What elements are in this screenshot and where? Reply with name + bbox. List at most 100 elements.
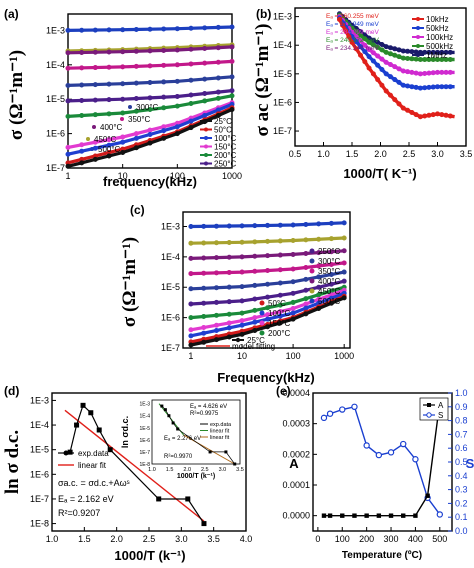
y-tick-label: 1E-4 — [46, 60, 65, 70]
data-point — [370, 58, 376, 64]
data-point — [174, 47, 180, 53]
y-tick-label: 1E-3 — [30, 395, 49, 405]
data-point — [65, 151, 71, 157]
data-point — [316, 284, 322, 290]
data-point — [434, 111, 440, 117]
inset-y-tick-label: 1E-6 — [139, 438, 150, 444]
data-point — [106, 64, 112, 70]
data-point — [358, 32, 364, 38]
data-point — [316, 263, 322, 269]
plot-frame — [182, 211, 351, 349]
legend-label: 25°C — [214, 117, 232, 126]
data-point — [252, 319, 258, 325]
data-point — [375, 53, 381, 59]
panel-b: (b) 0.5 1.0 1.5 2.0 2.5 3.0 3.5 1E-7 1E-6 1E-5 1E-4… — [252, 7, 472, 181]
data-point-S — [412, 456, 419, 463]
data-point — [366, 54, 372, 60]
data-point — [430, 70, 436, 76]
data-point — [409, 84, 415, 90]
data-point — [133, 131, 139, 137]
panel-a: 1 10 100 1000 1E-7 1E-6 1E-5 1E-4 1E-3 (a) frequen… — [4, 7, 242, 189]
data-point — [188, 286, 194, 292]
data-point — [413, 70, 419, 76]
data-point — [106, 81, 112, 87]
data-point — [379, 47, 385, 53]
legend-label: 200°C — [214, 151, 237, 160]
data-point — [92, 112, 98, 118]
y-tick-label: 1E-4 — [273, 40, 292, 50]
series-line-S — [323, 405, 441, 515]
data-point — [215, 89, 221, 95]
data-point — [229, 88, 235, 94]
inset-r1: R²=0.9975 — [190, 411, 219, 417]
data-point — [358, 44, 364, 50]
data-point — [252, 223, 258, 229]
data-point — [185, 496, 191, 502]
inset-x-tick-label: 3.0 — [219, 467, 227, 473]
data-point — [201, 240, 207, 246]
x-axis-label: Frequency(kHz) — [217, 370, 315, 385]
data-point — [174, 62, 180, 68]
data-point — [341, 235, 347, 241]
activation-energy: Eₐ = 360.255 meV — [326, 13, 379, 20]
data-point — [336, 16, 342, 22]
data-point — [379, 56, 385, 62]
data-point — [215, 75, 221, 81]
data-point — [67, 449, 73, 455]
inline-label: 500°C — [98, 145, 121, 154]
inset-legend-label: exp.data — [210, 422, 232, 428]
data-point — [106, 142, 112, 148]
data-point — [65, 65, 71, 71]
data-point — [387, 45, 393, 51]
data-point — [265, 305, 271, 311]
inset-x-tick-label: 1.5 — [166, 467, 174, 473]
y-tick-label: 1E-7 — [46, 163, 65, 173]
inset-ea1: Eₐ = 4.626 eV — [190, 404, 227, 410]
data-point — [213, 337, 219, 343]
data-point — [213, 312, 219, 318]
legend-marker — [235, 337, 241, 343]
data-point — [379, 82, 385, 88]
legend-label: 50°C — [268, 299, 286, 308]
data-point — [290, 279, 296, 285]
data-point — [202, 76, 208, 82]
y-tick-label: 1E-5 — [30, 445, 49, 455]
data-point — [147, 107, 153, 113]
data-point — [303, 251, 309, 257]
data-point — [417, 57, 423, 63]
panel-d: (d) 1.0 1.5 2.0 2.5 3.0 3.5 4.0 1E-8 1E-7 1E-6 1E-5… — [2, 384, 252, 563]
data-point — [343, 28, 349, 34]
x-tick-label: 10 — [118, 171, 128, 181]
data-point — [65, 98, 71, 104]
y-tick-label-right: 0.4 — [455, 471, 468, 481]
data-point — [265, 281, 271, 287]
data-point — [252, 315, 258, 321]
data-point — [430, 84, 436, 90]
inset-x-tick-label: 3.5 — [236, 467, 244, 473]
data-point — [252, 268, 258, 274]
data-point — [396, 79, 402, 85]
legend-label: 100kHz — [426, 33, 453, 42]
data-point — [188, 46, 194, 52]
x-tick-label: 1.0 — [317, 149, 330, 159]
data-point — [341, 220, 347, 226]
data-point-A — [376, 513, 382, 518]
data-point — [239, 322, 245, 328]
legend-label: 500kHz — [426, 42, 453, 51]
activation-energy: Eₐ = 312.949 meV — [326, 21, 379, 28]
activation-energy: Eₐ = 234.246 meV — [326, 45, 379, 52]
y-tick-label: 1E-3 — [161, 221, 180, 231]
data-point — [79, 82, 85, 88]
data-point — [65, 82, 71, 88]
data-point — [265, 316, 271, 322]
data-point — [426, 84, 432, 90]
inset-fit-2 — [183, 434, 235, 465]
data-point — [383, 71, 389, 77]
inset-x-axis-label: 1000/T (k⁻¹) — [177, 473, 215, 480]
x-tick-label: 3.0 — [431, 149, 444, 159]
legend-marker — [427, 403, 431, 407]
data-point — [290, 266, 296, 272]
data-point — [65, 144, 71, 150]
data-point — [392, 97, 398, 103]
data-point — [303, 265, 309, 271]
